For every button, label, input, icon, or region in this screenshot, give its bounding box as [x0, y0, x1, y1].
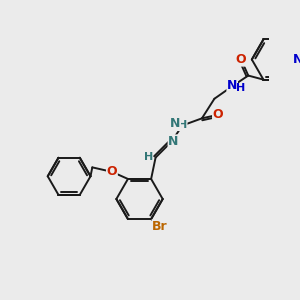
- Text: N: N: [170, 117, 180, 130]
- Text: H: H: [236, 83, 245, 93]
- Text: N: N: [227, 79, 237, 92]
- Text: O: O: [236, 53, 246, 66]
- Text: N: N: [293, 53, 300, 66]
- Text: Br: Br: [152, 220, 168, 233]
- Text: O: O: [106, 165, 117, 178]
- Text: H: H: [178, 121, 187, 130]
- Text: H: H: [144, 152, 153, 162]
- Text: N: N: [168, 135, 178, 148]
- Text: O: O: [213, 108, 223, 121]
